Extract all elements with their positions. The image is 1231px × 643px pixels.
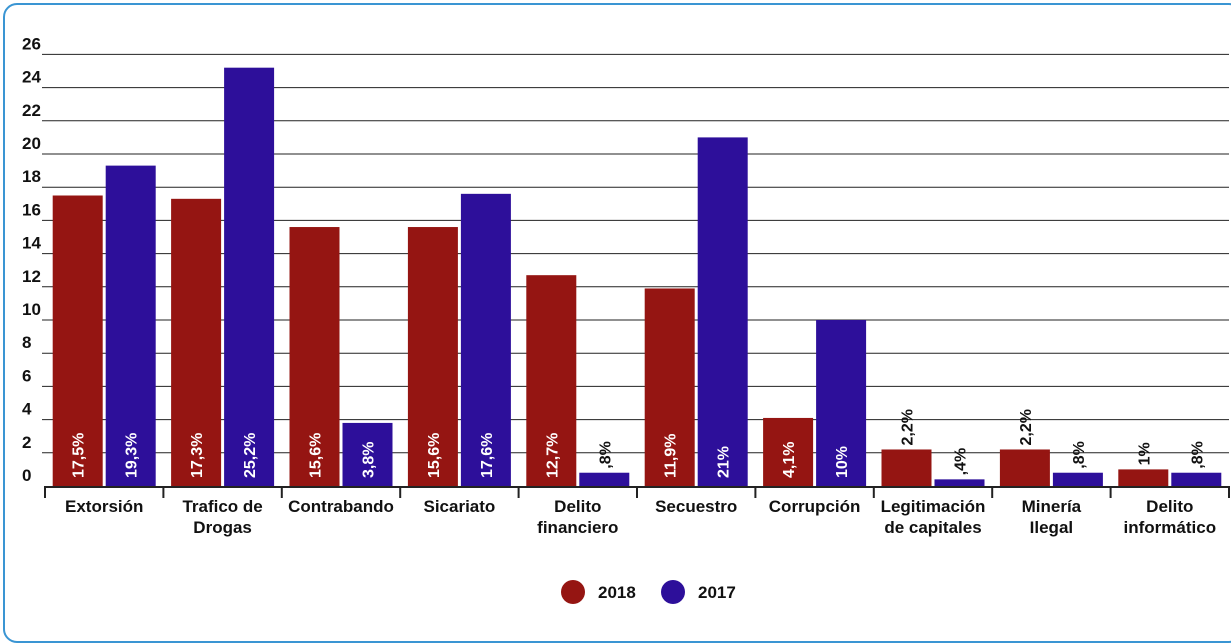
y-tick-label: 20: [22, 134, 41, 153]
y-tick-label: 18: [22, 167, 41, 186]
bar-2018: [763, 417, 814, 486]
bar-2017: [105, 165, 156, 486]
bar-2018: [171, 198, 222, 486]
y-tick-label: 22: [22, 101, 41, 120]
bar-2018: [1118, 469, 1169, 486]
data-label: 15,6%: [308, 433, 325, 478]
data-label: ,8%: [597, 441, 614, 469]
bar-2017: [697, 137, 748, 486]
y-tick-label: 8: [22, 333, 31, 352]
y-tick-label: 10: [22, 300, 41, 319]
legend-label-2017: 2017: [698, 583, 736, 602]
data-label: 17,6%: [479, 433, 496, 478]
y-tick-label: 16: [22, 200, 41, 219]
data-label: 17,3%: [189, 433, 206, 478]
bar-2017: [1171, 472, 1222, 486]
category-label: informático: [1124, 518, 1217, 537]
category-label: Trafico de: [182, 497, 262, 516]
bar-2018: [526, 275, 577, 486]
category-label: Ilegal: [1030, 518, 1073, 537]
category-label: de capitales: [884, 518, 981, 537]
data-label: 12,7%: [544, 433, 561, 478]
category-label: Drogas: [193, 518, 252, 537]
category-label: Extorsión: [65, 497, 143, 516]
data-label: 11,9%: [663, 434, 680, 478]
data-label: 25,2%: [242, 433, 259, 478]
legend-swatch-2018: [561, 580, 585, 604]
y-tick-label: 26: [22, 34, 41, 53]
legend: 2018 2017: [561, 580, 736, 604]
data-label: 2,2%: [1018, 409, 1035, 445]
category-label: Secuestro: [655, 497, 737, 516]
bar-2018: [644, 288, 695, 486]
x-axis: Extorsión Trafico de Drogas Contrabando Sica…: [44, 486, 1230, 537]
category-label: Delito: [1146, 497, 1193, 516]
data-label: ,8%: [1189, 441, 1206, 469]
y-tick-label: 24: [22, 68, 41, 87]
bar-2018: [999, 449, 1050, 486]
data-label: 21%: [716, 446, 733, 478]
data-label: 15,6%: [426, 433, 443, 478]
bar-2017: [224, 67, 275, 487]
y-tick-label: 0: [22, 466, 31, 485]
data-label: 17,5%: [71, 433, 88, 478]
data-label: 4,1%: [781, 442, 798, 478]
data-label: 1%: [1136, 442, 1153, 465]
category-label: Sicariato: [423, 497, 495, 516]
category-label: Legitimación: [881, 497, 986, 516]
data-label: ,4%: [953, 448, 970, 476]
bar-2017: [816, 320, 867, 486]
bar-2017: [460, 193, 511, 486]
y-tick-label: 2: [22, 433, 31, 452]
bar-2018: [881, 449, 932, 486]
y-tick-label: 6: [22, 366, 31, 385]
data-label: 2,2%: [900, 409, 917, 445]
data-label: ,8%: [1071, 441, 1088, 469]
bar-2018: [52, 195, 103, 486]
bar-2018: [289, 227, 340, 487]
category-label: Minería: [1022, 497, 1082, 516]
category-label: Corrupción: [769, 497, 861, 516]
bar-2017: [934, 479, 985, 486]
data-label: 19,3%: [124, 433, 141, 478]
data-label: 3,8%: [361, 442, 378, 478]
y-tick-label: 12: [22, 267, 41, 286]
bars: 17,5% 19,3% 17,3% 25,2% 15,6% 3,8% 15,6% 17,6% 1…: [52, 67, 1222, 487]
bar-2018: [407, 227, 458, 487]
category-label: Delito: [554, 497, 601, 516]
bar-2017: [1052, 472, 1103, 486]
bar-2017: [342, 422, 393, 486]
legend-label-2018: 2018: [598, 583, 636, 602]
y-tick-label: 14: [22, 234, 41, 253]
category-label: Contrabando: [288, 497, 394, 516]
legend-swatch-2017: [661, 580, 685, 604]
bar-2017: [579, 472, 630, 486]
data-label: 10%: [834, 446, 851, 478]
category-label: financiero: [537, 518, 618, 537]
y-tick-label: 4: [22, 400, 32, 419]
